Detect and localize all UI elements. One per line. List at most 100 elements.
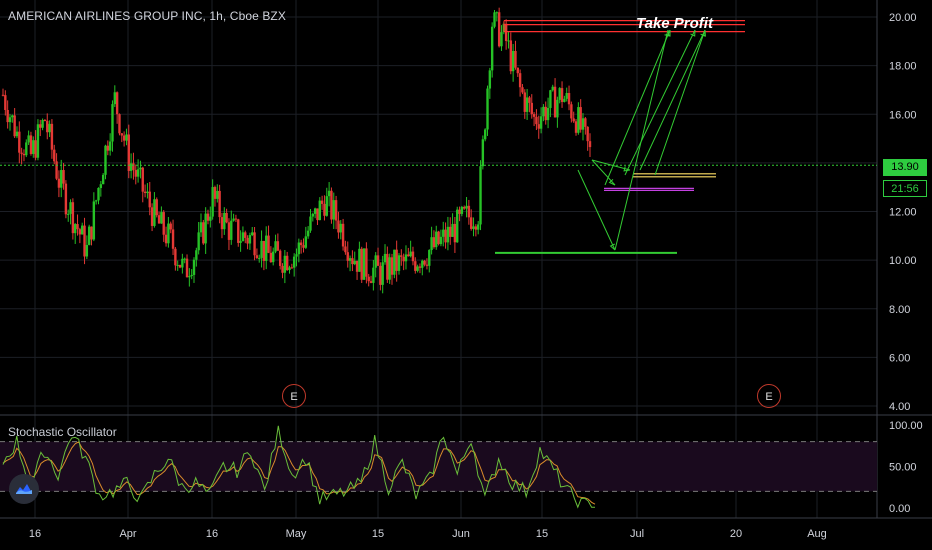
earnings-marker-may[interactable]: E (282, 384, 306, 408)
candle-body (353, 260, 356, 265)
candle-body (318, 200, 321, 221)
candle-body (230, 220, 233, 240)
candle-body (316, 208, 319, 221)
candle-body (523, 92, 526, 112)
candle-body (74, 224, 77, 234)
candle-body (458, 209, 461, 214)
candle-body (209, 216, 212, 221)
candle-body (425, 264, 429, 266)
candle-body (381, 262, 384, 285)
candle-body (288, 267, 291, 271)
tradingview-logo-icon[interactable] (9, 474, 39, 504)
trade-path-arrowhead (623, 166, 631, 172)
candle-body (444, 229, 447, 243)
candle-body (202, 222, 205, 244)
trade-path-arrowhead (608, 178, 616, 186)
candle-body (127, 134, 130, 171)
trade-path-arrowhead (609, 243, 616, 251)
candle-body (157, 215, 161, 224)
candle-body (367, 276, 370, 282)
candle-body (225, 212, 228, 223)
candle-body (171, 229, 175, 249)
candle-body (586, 126, 589, 142)
candle-body (60, 170, 63, 188)
candle-body (542, 106, 545, 117)
oscillator-title[interactable]: Stochastic Oscillator (8, 425, 117, 439)
candle-body (565, 93, 568, 99)
candle-body (495, 12, 499, 14)
candle-body (262, 240, 266, 261)
candle-body (11, 115, 14, 118)
candle-body (463, 206, 466, 209)
y-tick-label: 10.00 (889, 255, 917, 267)
candle-body (160, 212, 163, 224)
y-tick-label: 8.00 (889, 304, 910, 316)
candle-body (276, 241, 280, 251)
candle-body (41, 119, 44, 128)
candle-body (113, 92, 117, 105)
candle-body (430, 237, 433, 251)
candle-body (435, 231, 438, 248)
candle-body (535, 116, 538, 125)
candle-body (132, 163, 135, 170)
candle-body (556, 99, 559, 118)
x-tick-label: May (286, 528, 307, 540)
candle-body (178, 264, 182, 268)
candle-body (497, 12, 501, 47)
candle-body (404, 254, 408, 262)
candle-body (337, 220, 340, 233)
candle-body (190, 274, 193, 277)
candle-body (8, 117, 12, 123)
candle-body (451, 223, 454, 237)
candle-body (62, 170, 65, 184)
y-tick-label: 16.00 (889, 109, 917, 121)
candle-body (297, 242, 301, 255)
candle-body (36, 124, 40, 158)
candle-body (313, 208, 317, 214)
candle-body (302, 245, 305, 248)
candle-body (258, 257, 261, 259)
candle-body (358, 248, 361, 272)
trade-path-arrow (624, 29, 696, 176)
candle-body (150, 207, 154, 226)
candle-body (309, 216, 312, 231)
candle-body (239, 241, 242, 243)
candle-body (227, 222, 231, 240)
candle-body (15, 131, 19, 137)
candle-body (162, 212, 165, 235)
candle-body (588, 141, 592, 148)
candle-body (383, 253, 387, 263)
candle-body (570, 104, 573, 119)
candle-body (400, 255, 403, 257)
osc-tick-label: 100.00 (889, 420, 923, 432)
candle-body (206, 213, 210, 221)
candle-body (278, 250, 282, 266)
candle-body (465, 205, 468, 209)
candle-body (348, 258, 352, 261)
candle-body (122, 135, 126, 141)
candle-body (94, 200, 98, 202)
candle-body (87, 226, 91, 245)
candle-body (402, 256, 405, 262)
candle-body (192, 259, 196, 275)
candle-body (490, 26, 494, 71)
y-tick-label: 6.00 (889, 352, 910, 364)
candle-body (211, 187, 214, 217)
candles (1, 7, 592, 294)
candle-body (572, 118, 575, 122)
take-profit-label: Take Profit (636, 15, 713, 32)
candle-body (183, 258, 186, 260)
candle-body (104, 145, 107, 175)
candle-body (29, 135, 33, 154)
candle-body (560, 88, 564, 102)
candle-body (213, 187, 217, 199)
countdown-tag: 21:56 (883, 180, 927, 197)
candle-body (344, 246, 347, 253)
candle-body (4, 95, 7, 110)
x-tick-label: Apr (119, 528, 136, 540)
candle-body (467, 205, 471, 218)
candle-body (78, 229, 82, 235)
earnings-marker-jul[interactable]: E (757, 384, 781, 408)
x-tick-label: 16 (206, 528, 218, 540)
